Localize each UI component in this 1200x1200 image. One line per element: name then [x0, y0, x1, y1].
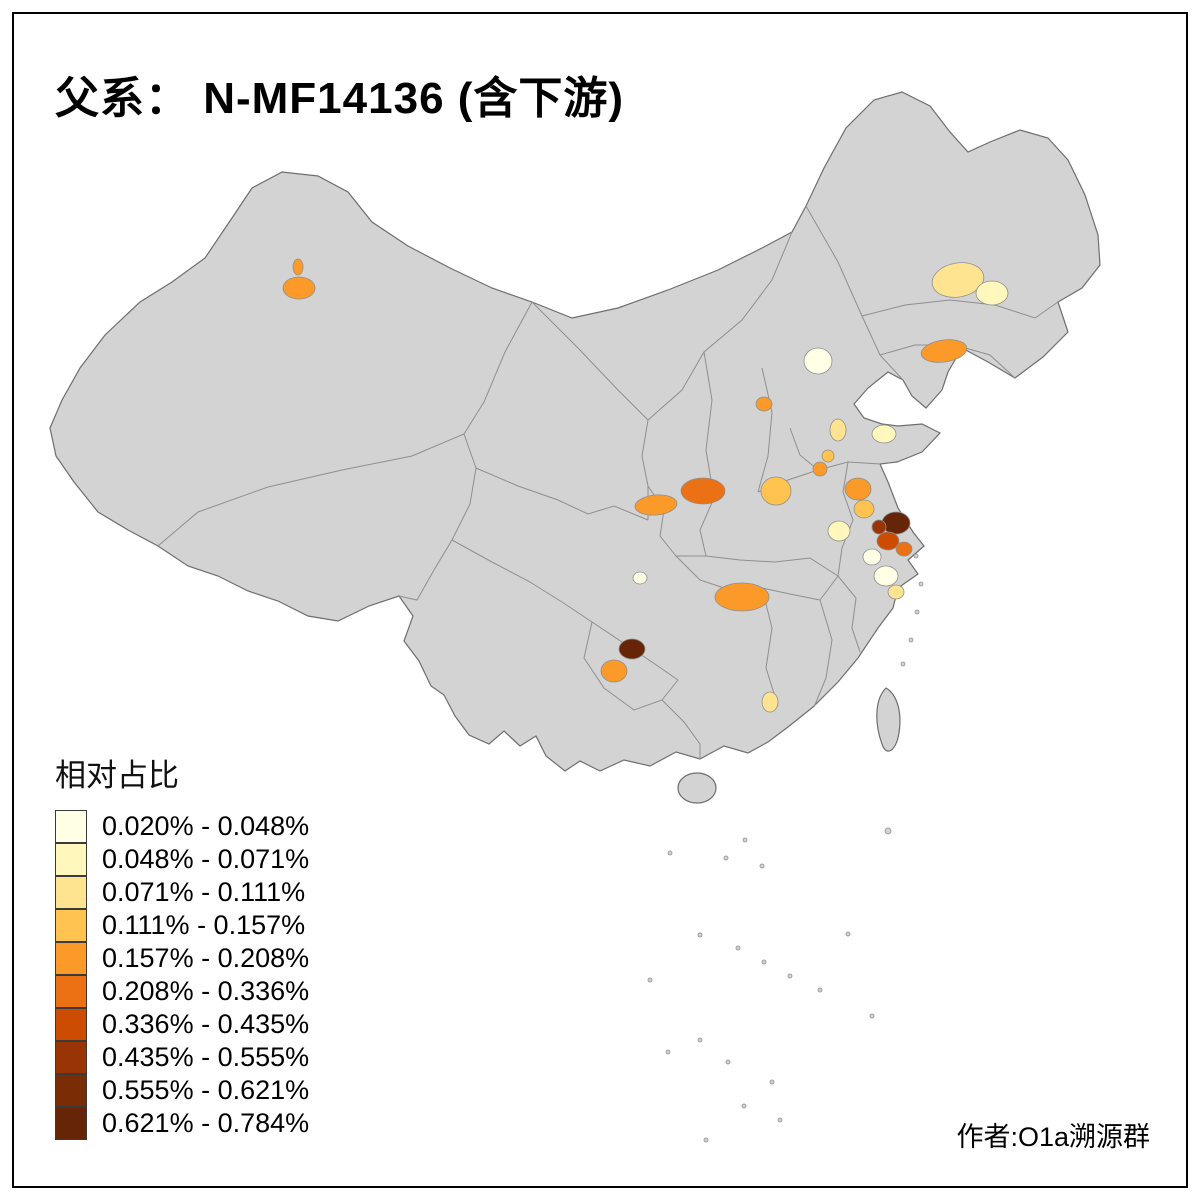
legend-swatch	[55, 1107, 87, 1140]
legend-row-7: 0.336% - 0.435%	[55, 1008, 309, 1041]
mainland-outline	[49, 91, 1101, 772]
highlight-region-16	[853, 499, 875, 519]
highlight-region-13	[760, 476, 792, 506]
legend-row-8: 0.435% - 0.555%	[55, 1041, 309, 1074]
highlight-regions	[282, 258, 1009, 713]
legend-label: 0.071% - 0.111%	[102, 877, 306, 907]
highlight-region-29	[761, 691, 779, 713]
legend-label: 0.555% - 0.621%	[102, 1075, 310, 1105]
highlight-region-26	[632, 571, 648, 585]
legend-row-1: 0.020% - 0.048%	[55, 810, 309, 843]
highlight-region-22	[862, 548, 882, 566]
legend-swatch	[55, 942, 87, 975]
highlight-region-12	[680, 477, 726, 505]
highlight-region-2	[292, 258, 304, 276]
legend-swatch	[55, 843, 87, 876]
legend-swatch	[55, 1008, 87, 1041]
legend-rows: 0.020% - 0.048% 0.048% - 0.071% 0.071% - 0…	[55, 810, 309, 1140]
highlight-region-7	[755, 396, 773, 412]
highlight-region-28	[600, 659, 628, 683]
legend-swatch	[55, 909, 87, 942]
highlight-region-17	[881, 511, 911, 535]
highlight-region-10	[821, 449, 835, 463]
taiwan-island	[876, 687, 901, 752]
highlight-region-21	[827, 520, 851, 542]
legend-label: 0.111% - 0.157%	[102, 910, 306, 940]
legend-swatch	[55, 1074, 87, 1107]
highlight-region-24	[887, 584, 905, 600]
legend-row-2: 0.048% - 0.071%	[55, 843, 309, 876]
legend-label: 0.048% - 0.071%	[102, 844, 310, 874]
highlight-region-15	[844, 477, 872, 501]
highlight-region-18	[871, 519, 887, 535]
legend-label: 0.157% - 0.208%	[102, 943, 310, 973]
highlight-region-4	[975, 280, 1009, 306]
legend-row-3: 0.071% - 0.111%	[55, 876, 309, 909]
legend-swatch	[55, 975, 87, 1008]
highlight-region-1	[282, 276, 316, 300]
legend-row-10: 0.621% - 0.784%	[55, 1107, 309, 1140]
legend-label: 0.208% - 0.336%	[102, 976, 310, 1006]
legend-row-5: 0.157% - 0.208%	[55, 942, 309, 975]
highlight-region-5	[920, 339, 968, 363]
legend-swatch	[55, 876, 87, 909]
sea-islands	[647, 553, 924, 1143]
province-borders	[157, 205, 1059, 759]
legend-row-9: 0.555% - 0.621%	[55, 1074, 309, 1107]
highlight-region-20	[895, 541, 913, 557]
highlight-region-14	[812, 461, 828, 477]
legend-swatch	[55, 810, 87, 843]
highlight-region-3	[931, 262, 985, 298]
highlight-region-8	[829, 418, 847, 442]
legend-row-4: 0.111% - 0.157%	[55, 909, 309, 942]
legend-label: 0.336% - 0.435%	[102, 1009, 310, 1039]
legend-label: 0.435% - 0.555%	[102, 1042, 310, 1072]
highlight-region-23	[873, 565, 899, 587]
legend: 相对占比 0.020% - 0.048% 0.048% - 0.071% 0.071…	[55, 750, 309, 1140]
legend-label: 0.621% - 0.784%	[102, 1108, 310, 1138]
highlight-region-11	[634, 494, 678, 516]
page-title: 父系： N-MF14136 (含下游)	[55, 74, 625, 123]
highlight-region-9	[871, 424, 897, 444]
highlight-region-25	[714, 582, 770, 612]
attribution: 作者:O1a溯源群	[956, 1122, 1150, 1152]
legend-row-6: 0.208% - 0.336%	[55, 975, 309, 1008]
highlight-region-19	[876, 531, 900, 551]
legend-label: 0.020% - 0.048%	[102, 811, 310, 841]
highlight-region-6	[803, 347, 833, 375]
legend-swatch	[55, 1041, 87, 1074]
highlight-region-27	[618, 638, 646, 660]
legend-title: 相对占比	[55, 758, 179, 793]
hainan-island	[677, 772, 717, 804]
